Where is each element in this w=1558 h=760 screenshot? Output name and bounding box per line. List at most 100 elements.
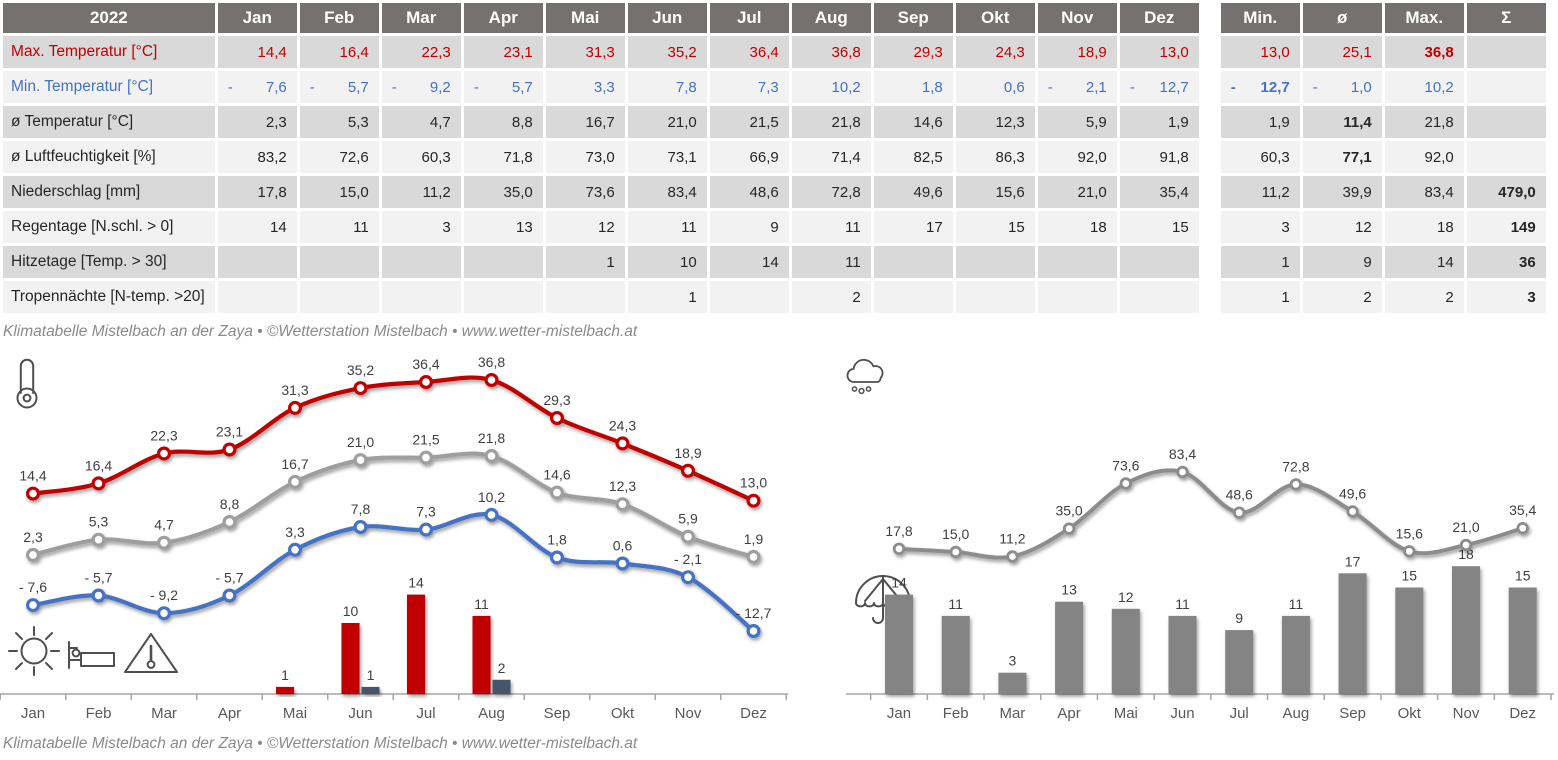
data-point (746, 493, 761, 508)
data-point (680, 570, 695, 585)
value-cell: 35,4 (1119, 176, 1199, 208)
point-label: 7,8 (351, 501, 371, 517)
value-cell: 14 (709, 246, 789, 278)
bar (1055, 601, 1084, 694)
summary-cell: 36,8 (1384, 36, 1464, 68)
value-cell: 15 (955, 211, 1035, 243)
data-point (419, 522, 434, 537)
bar-label: 10 (343, 603, 359, 619)
data-point (91, 532, 106, 547)
month-axis-label: Mar (999, 705, 1025, 722)
value-cell (299, 246, 379, 278)
point-label: 2,3 (23, 529, 43, 545)
data-point (746, 549, 761, 564)
series-line (897, 468, 1525, 560)
bar (885, 594, 913, 694)
sun-icon (8, 626, 60, 676)
table-row: Hitzetage [Temp. > 30] 1 10 14 11 (3, 246, 1199, 278)
point-label: 15,0 (942, 526, 969, 542)
month-axis-label: Aug (1283, 705, 1310, 722)
month-axis-label: Jul (1230, 705, 1249, 722)
value-cell: 12,3 (955, 106, 1035, 138)
point-label: 36,4 (412, 356, 439, 372)
data-point (615, 556, 630, 571)
value-cell: 66,9 (709, 141, 789, 173)
month-axis-label: Okt (611, 705, 635, 722)
value-cell: 10,2 (791, 71, 871, 103)
month-axis-label: Jul (416, 705, 435, 722)
summary-cell: 2 (1384, 281, 1464, 313)
value-cell: 71,4 (791, 141, 871, 173)
line-series (26, 448, 761, 564)
bar (1395, 587, 1424, 694)
summary-cell: 77,1 (1302, 141, 1382, 173)
climate-tables: 2022 Jan Feb Mar Apr Mai Jun Jul Aug Sep Okt Nov Dez… (0, 0, 1558, 316)
data-point (288, 400, 303, 415)
data-point (549, 485, 564, 500)
month-axis-label: Aug (478, 705, 505, 722)
point-label: 49,6 (1339, 486, 1366, 502)
bar-label: 11 (1289, 596, 1304, 612)
data-point (26, 486, 41, 501)
value-cell: 7,8 (627, 71, 707, 103)
point-label: 13,0 (740, 475, 767, 491)
point-label: 35,0 (1055, 503, 1082, 519)
value-cell: 21,5 (709, 106, 789, 138)
summary-cell: 83,4 (1384, 176, 1464, 208)
value-cell: 17 (873, 211, 953, 243)
data-point (1289, 478, 1303, 491)
summary-cell: 10,2 (1384, 71, 1464, 103)
month-axis-label: Okt (1398, 705, 1422, 722)
summary-cell: 9 (1302, 246, 1382, 278)
value-cell (873, 246, 953, 278)
chart-caption: Klimatabelle Mistelbach an der Zaya • ©W… (3, 735, 638, 752)
summary-cell: 11,2 (1220, 176, 1300, 208)
summary-row: 13,0 25,1 36,8 (1220, 36, 1546, 68)
value-cell: 21,0 (627, 106, 707, 138)
value-cell: 22,3 (381, 36, 461, 68)
table-row: Tropennächte [N-temp. >20] 1 2 (3, 281, 1199, 313)
data-point (1119, 477, 1133, 490)
value-cell (1119, 281, 1199, 313)
data-point (615, 497, 630, 512)
climate-table: 2022 Jan Feb Mar Apr Mai Jun Jul Aug Sep Okt Nov Dez… (0, 0, 1202, 316)
temperature-chart: Jan Feb Mar Apr Mai Jun Jul Aug Sep Okt Nov Dez 1 10 1… (0, 354, 788, 722)
line-series (892, 465, 1529, 563)
point-label: 18,9 (674, 445, 701, 461)
value-cell: 18,9 (1037, 36, 1117, 68)
value-cell: 49,6 (873, 176, 953, 208)
value-cell: 31,3 (545, 36, 625, 68)
summary-cell: 14 (1384, 246, 1464, 278)
summary-cell: 25,1 (1302, 36, 1382, 68)
summary-cell: 2 (1302, 281, 1382, 313)
value-cell: 14 (217, 211, 297, 243)
value-cell: 73,0 (545, 141, 625, 173)
data-point (222, 588, 237, 603)
point-label: 31,3 (281, 382, 308, 398)
summary-row: -12,7-1,0 10,2 (1220, 71, 1546, 103)
point-label: - 5,7 (84, 570, 112, 586)
month-axis-label: Mar (151, 705, 177, 722)
value-cell (545, 281, 625, 313)
point-label: 11,2 (999, 531, 1025, 547)
summary-cell: -12,7 (1220, 71, 1300, 103)
table-caption: Klimatabelle Mistelbach an der Zaya • ©W… (3, 323, 638, 340)
point-label: 5,3 (89, 514, 109, 530)
point-label: 14,4 (19, 468, 46, 484)
data-point (26, 547, 41, 562)
point-label: 83,4 (1169, 446, 1196, 462)
point-label: 5,9 (678, 511, 698, 527)
value-cell: 21,8 (791, 106, 871, 138)
bar-label: 12 (1118, 589, 1134, 605)
bar (1225, 630, 1254, 694)
data-point (288, 542, 303, 557)
summary-cell: 1,9 (1220, 106, 1300, 138)
month-axis-label: Sep (544, 705, 571, 722)
value-cell (1037, 281, 1117, 313)
value-cell: 12 (545, 211, 625, 243)
point-label: - 7,6 (19, 579, 47, 595)
value-cell: 11 (627, 211, 707, 243)
summary-cell: 479,0 (1466, 176, 1546, 208)
value-cell (709, 281, 789, 313)
month-header: Mar (381, 3, 461, 33)
